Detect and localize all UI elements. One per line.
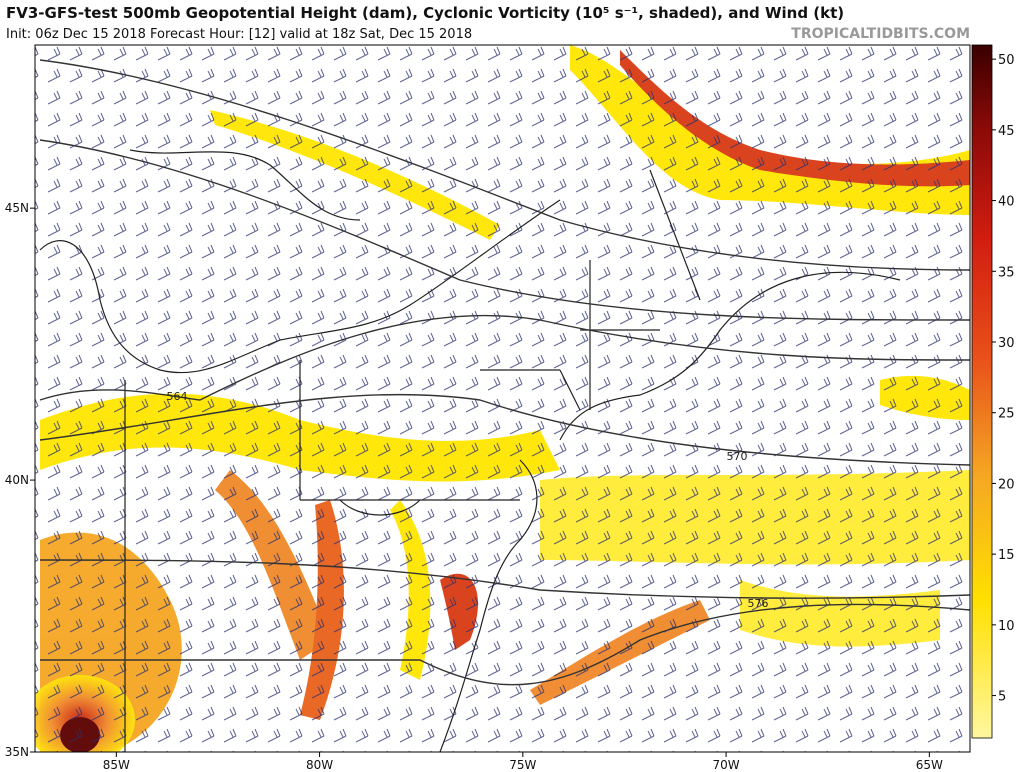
colorbar-tick-label: 30 <box>998 336 1015 351</box>
lon-tick-label: 70W <box>713 758 740 772</box>
watermark: TROPICALTIDBITS.COM <box>791 26 970 42</box>
colorbar-tick-label: 25 <box>998 407 1015 422</box>
colorbar-tick-label: 20 <box>998 477 1015 492</box>
colorbar-tick-label: 10 <box>998 619 1015 634</box>
title: FV3-GFS-test 500mb Geopotential Height (… <box>6 4 844 22</box>
colorbar-tick-label: 35 <box>998 265 1015 280</box>
height-contours <box>39 59 970 686</box>
lat-tick-label: 35N <box>5 745 29 759</box>
colorbar-tick-label: 50 <box>998 53 1015 68</box>
contour-label: 564 <box>167 390 188 403</box>
subtitle: Init: 06z Dec 15 2018 Forecast Hour: [12… <box>6 27 472 42</box>
contour-label: 576 <box>748 597 769 610</box>
lon-tick-label: 75W <box>509 758 536 772</box>
lat-tick-label: 40N <box>5 473 29 487</box>
colorbar-tick-label: 45 <box>998 124 1015 139</box>
colorbar-tick-label: 40 <box>998 195 1015 210</box>
lon-tick-label: 80W <box>306 758 333 772</box>
map-area <box>35 45 970 752</box>
coastlines <box>39 149 901 752</box>
lon-tick-label: 85W <box>103 758 130 772</box>
map-frame <box>34 44 971 753</box>
lat-tick-label: 45N <box>5 201 29 215</box>
colorbar-tick-label: 5 <box>998 690 1006 705</box>
colorbar <box>971 44 993 739</box>
lon-tick-label: 65W <box>916 758 943 772</box>
contour-label: 570 <box>727 450 748 463</box>
colorbar-tick-label: 15 <box>998 548 1015 563</box>
